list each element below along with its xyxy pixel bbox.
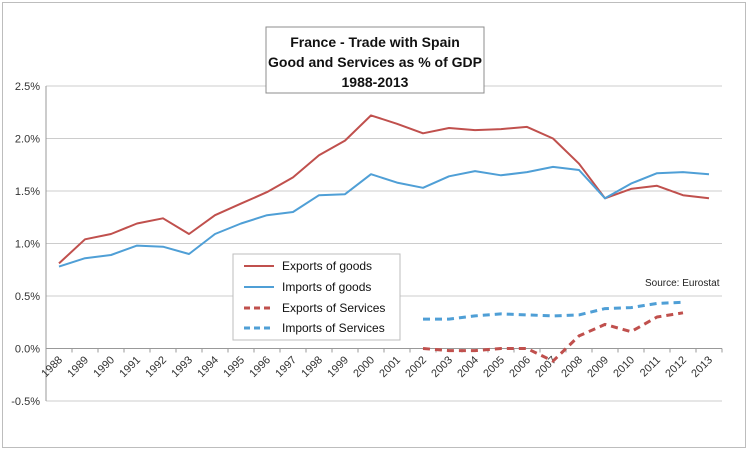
x-tick-label: 1992: [143, 354, 169, 380]
title-border: [265, 26, 485, 94]
x-tick-label: 2008: [559, 354, 585, 380]
x-tick-label: 1991: [117, 354, 143, 380]
legend-border: [232, 253, 401, 341]
legend: Exports of goods Imports of goods Export…: [232, 253, 401, 341]
series-line-imports-of-services: [423, 300, 684, 321]
x-tick-label: 2013: [689, 354, 715, 380]
title-line-2: Good and Services as % of GDP: [268, 54, 482, 70]
x-tick-label: 1999: [325, 354, 351, 380]
x-tick-label: 2002: [403, 354, 429, 380]
y-tick-label: 1.0%: [15, 239, 40, 251]
x-tick-label: 1994: [195, 354, 221, 380]
title-line-3: 1988-2013: [342, 74, 409, 90]
series-line-imports-of-goods: [58, 165, 710, 268]
x-tick-label: 1988: [39, 354, 65, 380]
x-tick-label: 1996: [247, 354, 273, 380]
x-tick-label: 2011: [638, 354, 663, 379]
y-tick-label: 0.0%: [15, 344, 40, 356]
y-tick-label: 2.5%: [15, 81, 40, 93]
x-tick-label: 1990: [91, 354, 117, 380]
y-tick-label: 1.5%: [15, 186, 40, 198]
x-tick-label: 2009: [585, 354, 611, 380]
x-tick-label: 1998: [299, 354, 325, 380]
x-tick-label: 1997: [273, 354, 299, 380]
legend-label-imports-services: Imports of Services: [282, 321, 385, 335]
y-tick-label: 2.0%: [15, 134, 40, 146]
x-tick-label: 1993: [169, 354, 195, 380]
x-tick-label: 2010: [611, 354, 637, 380]
title-box: France - Trade with Spain Good and Servi…: [265, 26, 485, 94]
series-lines: [58, 114, 710, 363]
title-line-1: France - Trade with Spain: [290, 34, 460, 50]
y-tick-label: -0.5%: [11, 396, 40, 408]
legend-label-imports-goods: Imports of goods: [282, 280, 371, 294]
x-tick-label: 1995: [221, 354, 247, 380]
x-tick-label: 1989: [65, 354, 91, 380]
series-line-exports-of-services: [422, 311, 684, 363]
x-tick-label: 2003: [429, 354, 455, 380]
gridlines: [46, 85, 722, 402]
y-tick-label: 0.5%: [15, 291, 40, 303]
x-tick-label: 2005: [481, 354, 507, 380]
x-tick-label: 2012: [663, 354, 689, 380]
legend-label-exports-services: Exports of Services: [282, 301, 385, 315]
source-note: Source: Eurostat: [645, 278, 720, 289]
series-line-exports-of-goods: [58, 114, 710, 265]
x-tick-label: 2006: [507, 354, 533, 380]
x-tick-label: 2001: [377, 354, 403, 380]
legend-label-exports-goods: Exports of goods: [282, 259, 372, 273]
x-tick-label: 2004: [455, 354, 481, 380]
x-tick-label: 2000: [351, 354, 377, 380]
axes: 2.5%2.0%1.5%1.0%0.5%0.0%-0.5%1988 1989 199…: [11, 81, 723, 408]
